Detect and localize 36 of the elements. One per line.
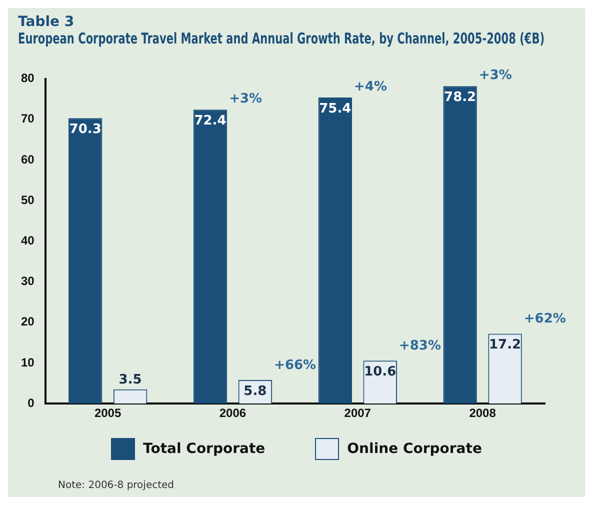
y-tick-label: 30 — [20, 274, 35, 288]
bar — [318, 97, 352, 404]
annotation: +62% — [524, 312, 566, 327]
annotation: +3% — [478, 68, 512, 83]
y-tick-label: 10 — [20, 355, 35, 370]
annotation: +3% — [229, 92, 262, 107]
text: Note: 2006-8 projected — [58, 480, 176, 491]
x-tick-label: 2007 — [344, 406, 372, 420]
y-tick-label: 20 — [20, 314, 35, 329]
y-tick-label: 0 — [28, 396, 35, 410]
annotation: +4% — [354, 79, 387, 94]
data-label: 78.2 — [444, 90, 476, 105]
annotation: +83% — [398, 338, 441, 354]
legend-label: Online Corporate — [347, 441, 482, 457]
data-label: 3.5 — [118, 372, 142, 388]
y-tick-label: 50 — [20, 192, 35, 207]
annotation: +66% — [274, 358, 316, 373]
data-label: 5.8 — [244, 384, 267, 399]
chart-title: Table 3 — [18, 14, 74, 30]
bar — [193, 110, 228, 404]
chart-subtitle: European Corporate Travel Market and Annual Growth Rate, by Channel, 2005-2008 (€B) — [18, 30, 545, 48]
x-tick-label: 2008 — [469, 406, 496, 420]
bar — [443, 86, 477, 404]
bar — [68, 118, 102, 404]
data-label: 70.3 — [69, 122, 102, 138]
y-tick-label: 40 — [20, 234, 35, 248]
data-label: 72.4 — [194, 114, 226, 129]
x-tick-label: 2006 — [219, 406, 246, 420]
legend-label: Total Corporate — [143, 441, 266, 457]
data-label: 10.6 — [364, 364, 396, 380]
y-tick-label: 80 — [20, 71, 35, 86]
data-label: 75.4 — [319, 101, 352, 116]
y-tick-label: 60 — [20, 152, 35, 166]
x-tick-label: 2005 — [94, 406, 122, 420]
data-label: 17.2 — [488, 338, 522, 353]
y-tick-label: 70 — [20, 112, 35, 126]
